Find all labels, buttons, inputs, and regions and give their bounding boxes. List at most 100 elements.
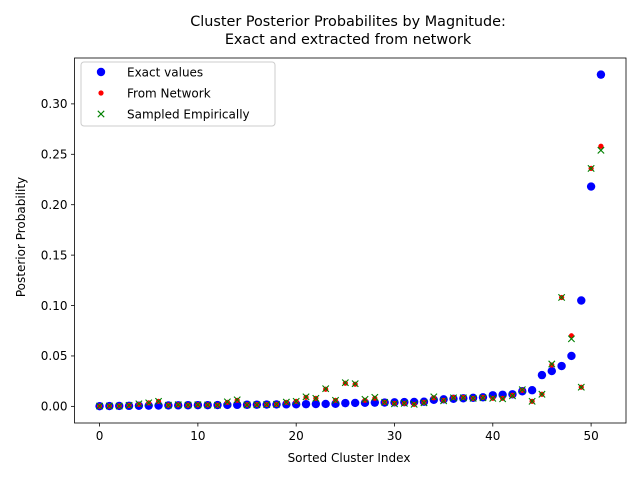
y-tick-label: 0.05 <box>41 349 68 363</box>
y-tick-label: 0.20 <box>41 198 68 212</box>
point-sampled-empirically <box>204 401 212 409</box>
point-sampled-empirically <box>459 394 467 402</box>
point-exact-values <box>596 70 606 79</box>
point-sampled-empirically <box>302 393 310 401</box>
point-sampled-empirically <box>361 395 369 403</box>
point-exact-values <box>301 399 311 409</box>
point-exact-values <box>232 400 242 410</box>
y-tick-label: 0.15 <box>41 248 68 262</box>
point-sampled-empirically <box>194 401 202 409</box>
point-exact-values <box>537 370 547 380</box>
y-tick-label: 0.00 <box>41 400 68 414</box>
point-sampled-empirically <box>499 395 507 403</box>
chart-title-line1: Cluster Posterior Probabilites by Magnit… <box>190 14 506 30</box>
point-sampled-empirically <box>164 401 172 409</box>
legend-box <box>80 61 276 127</box>
point-sampled-empirically <box>135 400 143 408</box>
point-sampled-empirically <box>420 399 428 407</box>
point-sampled-empirically <box>567 335 576 343</box>
legend-marker <box>96 67 106 77</box>
chart-title-line2: Exact and extracted from network <box>225 32 472 48</box>
point-sampled-empirically <box>518 386 526 394</box>
point-exact-values <box>321 399 330 409</box>
point-sampled-empirically <box>95 402 104 410</box>
point-sampled-empirically <box>341 379 349 387</box>
point-sampled-empirically <box>597 146 605 154</box>
point-sampled-empirically <box>213 401 222 409</box>
point-exact-values <box>350 398 360 408</box>
point-sampled-empirically <box>508 392 517 400</box>
point-sampled-empirically <box>233 396 241 404</box>
point-sampled-empirically <box>479 394 487 402</box>
point-from-network <box>372 395 378 401</box>
point-sampled-empirically <box>430 393 438 401</box>
legend-marker <box>98 90 104 96</box>
point-sampled-empirically <box>538 390 546 398</box>
x-tick-label: 50 <box>583 429 598 443</box>
point-sampled-empirically <box>125 401 133 409</box>
point-sampled-empirically <box>312 394 320 402</box>
legend-marker <box>97 110 105 118</box>
point-sampled-empirically <box>322 385 330 393</box>
legend-label: Sampled Empirically <box>127 108 250 122</box>
point-sampled-empirically <box>154 397 163 405</box>
axes-frame <box>74 57 627 424</box>
point-exact-values <box>557 361 566 371</box>
point-exact-values <box>341 398 350 408</box>
point-exact-values <box>586 182 596 191</box>
point-sampled-empirically <box>105 402 113 410</box>
point-sampled-empirically <box>577 383 585 391</box>
point-sampled-empirically <box>145 399 153 407</box>
point-sampled-empirically <box>558 293 566 302</box>
legend-label: From Network <box>127 87 211 101</box>
point-sampled-empirically <box>115 402 123 410</box>
x-axis-label: Sorted Cluster Index <box>288 451 411 465</box>
point-sampled-empirically <box>390 400 399 408</box>
point-sampled-empirically <box>548 360 556 368</box>
point-sampled-empirically <box>351 380 359 388</box>
x-tick-label: 40 <box>485 429 500 443</box>
legend-label: Exact values <box>127 66 203 80</box>
x-tick-label: 20 <box>289 429 304 443</box>
point-sampled-empirically <box>449 394 458 402</box>
point-sampled-empirically <box>263 400 271 409</box>
y-axis-label: Posterior Probability <box>14 177 28 297</box>
point-from-network <box>431 395 437 401</box>
point-exact-values <box>567 351 576 361</box>
y-tick-label: 0.30 <box>41 97 68 111</box>
point-sampled-empirically <box>243 401 251 409</box>
point-sampled-empirically <box>253 401 261 409</box>
point-sampled-empirically <box>223 398 231 406</box>
point-sampled-empirically <box>381 398 389 406</box>
point-sampled-empirically <box>587 164 595 172</box>
point-from-network <box>362 397 368 403</box>
point-exact-values <box>527 386 537 395</box>
x-tick-label: 30 <box>387 429 402 443</box>
point-sampled-empirically <box>282 398 290 406</box>
point-sampled-empirically <box>469 394 477 402</box>
y-tick-label: 0.10 <box>41 299 68 313</box>
point-sampled-empirically <box>272 400 281 408</box>
point-exact-values <box>370 398 380 407</box>
point-sampled-empirically <box>400 399 408 407</box>
point-sampled-empirically <box>292 397 300 405</box>
point-sampled-empirically <box>528 397 536 405</box>
point-exact-values <box>577 296 586 305</box>
point-sampled-empirically <box>440 397 448 405</box>
point-exact-values <box>311 399 321 409</box>
x-tick-label: 10 <box>190 429 205 443</box>
x-tick-label: 0 <box>96 429 104 443</box>
legend: Exact values From Network Sampled Empirica… <box>80 61 276 127</box>
point-sampled-empirically <box>371 393 379 401</box>
point-sampled-empirically <box>489 394 497 402</box>
point-from-network <box>598 143 604 149</box>
plot-area: 0 10 20 30 40 50 0.00 0.05 0.10 0.15 0.20 0.25 0.30 <box>41 57 627 443</box>
point-sampled-empirically <box>184 401 192 409</box>
point-sampled-empirically <box>174 401 182 409</box>
point-sampled-empirically <box>410 400 418 408</box>
point-sampled-empirically <box>331 396 340 404</box>
point-from-network <box>549 362 555 368</box>
y-tick-label: 0.25 <box>41 148 68 162</box>
point-exact-values <box>547 366 556 376</box>
